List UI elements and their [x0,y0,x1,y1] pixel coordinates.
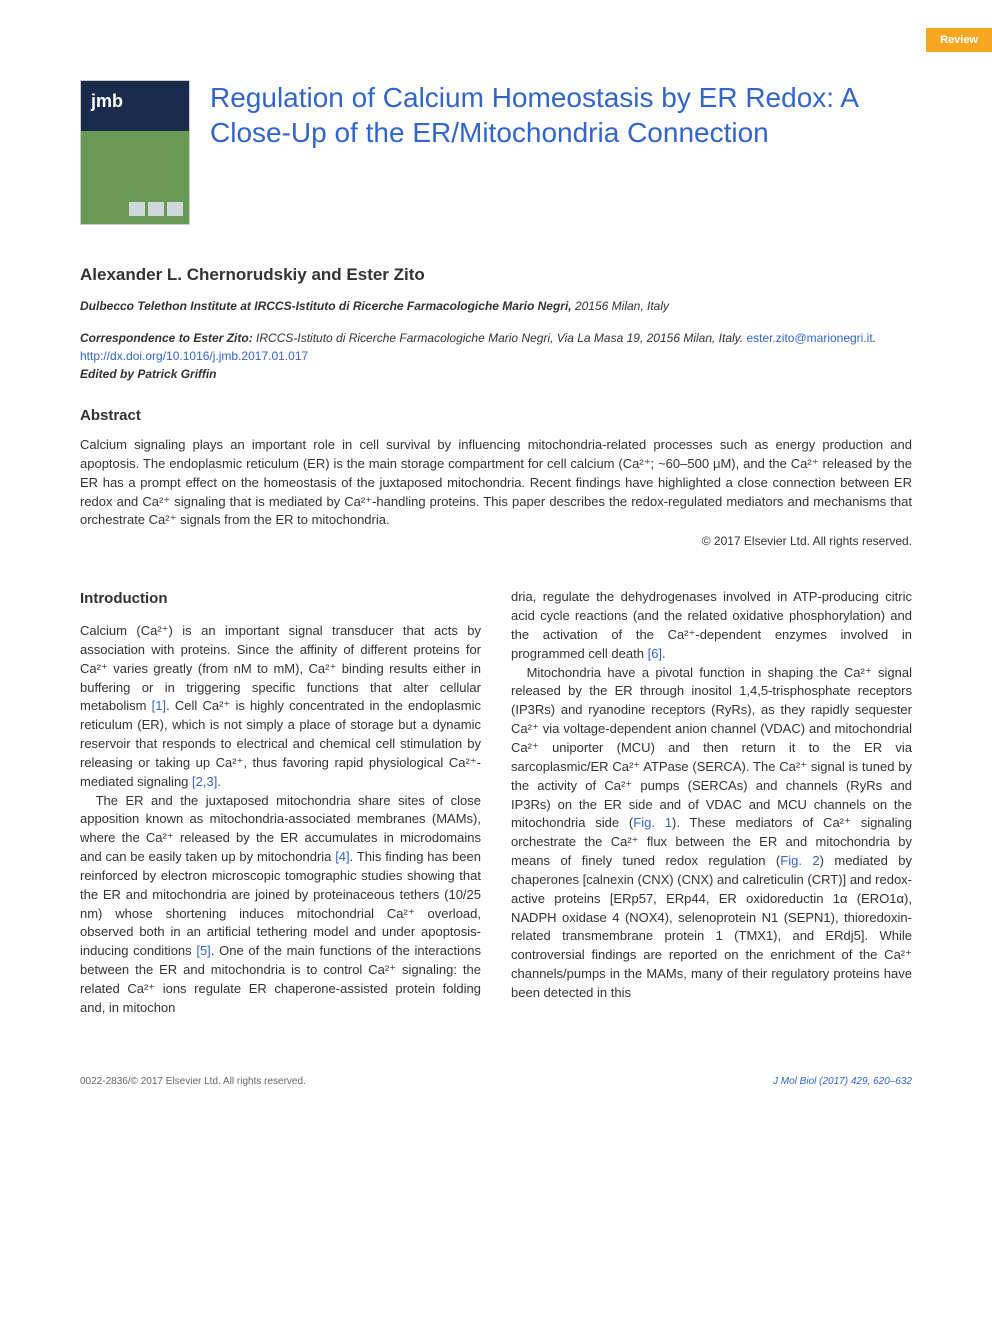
ref-2-3[interactable]: [2,3] [192,774,217,789]
introduction-heading: Introduction [80,588,481,610]
intro-para-3: Mitochondria have a pivotal function in … [511,664,912,1003]
affiliation-location: 20156 Milan, Italy [572,299,669,313]
intro-para-2: The ER and the juxtaposed mitochondria s… [80,792,481,1018]
abstract-heading: Abstract [80,407,912,424]
footer-copyright: 0022-2836/© 2017 Elsevier Ltd. All right… [80,1076,306,1087]
correspondence-email-link[interactable]: ester.zito@marionegri.it [746,331,872,345]
footer-citation: J Mol Biol (2017) 429, 620–632 [773,1076,912,1087]
body-columns: Introduction Calcium (Ca²⁺) is an import… [80,588,912,1017]
correspondence-address: IRCCS-Istituto di Ricerche Farmacologich… [253,331,747,345]
ref-4[interactable]: [4] [335,849,349,864]
correspondence-block: Correspondence to Ester Zito: IRCCS-Isti… [80,329,912,383]
period: . [873,331,876,345]
column-right: dria, regulate the dehydrogenases involv… [511,588,912,1017]
page-footer: 0022-2836/© 2017 Elsevier Ltd. All right… [80,1068,912,1087]
column-left: Introduction Calcium (Ca²⁺) is an import… [80,588,481,1017]
affiliation: Dulbecco Telethon Institute at IRCCS-Ist… [80,299,912,313]
intro-para-1: Calcium (Ca²⁺) is an important signal tr… [80,622,481,792]
abstract-copyright: © 2017 Elsevier Ltd. All rights reserved… [80,534,912,548]
review-badge: Review [926,28,992,52]
ref-6[interactable]: [6] [648,646,662,661]
abstract-text: Calcium signaling plays an important rol… [80,436,912,530]
fig-2-link[interactable]: Fig. 2 [780,853,819,868]
article-title: Regulation of Calcium Homeostasis by ER … [210,80,912,225]
correspondence-label: Correspondence to Ester Zito: [80,331,253,345]
doi-link[interactable]: http://dx.doi.org/10.1016/j.jmb.2017.01.… [80,349,308,363]
intro-para-2-continued: dria, regulate the dehydrogenases involv… [511,588,912,663]
ref-5[interactable]: [5] [196,943,210,958]
header-row: Regulation of Calcium Homeostasis by ER … [80,80,912,225]
affiliation-institute: Dulbecco Telethon Institute at IRCCS-Ist… [80,299,572,313]
thumb-mini-images [129,202,183,216]
ref-1[interactable]: [1] [152,698,166,713]
journal-cover-thumbnail [80,80,190,225]
authors: Alexander L. Chernorudskiy and Ester Zit… [80,265,912,285]
fig-1-link[interactable]: Fig. 1 [633,815,672,830]
edited-by: Edited by Patrick Griffin [80,367,216,381]
page: Review Regulation of Calcium Homeostasis… [0,0,992,1127]
